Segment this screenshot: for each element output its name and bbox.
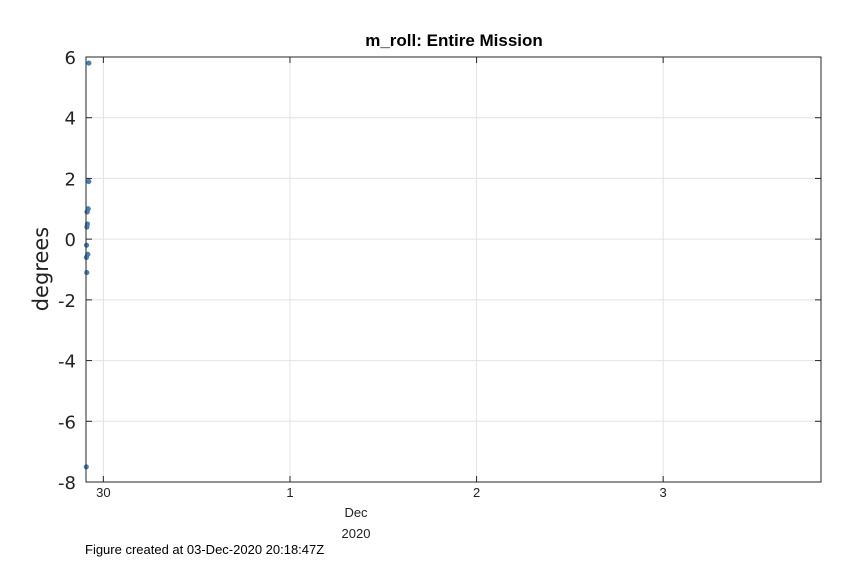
data-point bbox=[86, 60, 92, 66]
y-tick-labels: 6 4 2 0 -2 -4 -6 -8 bbox=[58, 48, 76, 494]
figure-created-note: Figure created at 03-Dec-2020 20:18:47Z bbox=[85, 542, 324, 557]
x-month-label: Dec bbox=[344, 505, 368, 520]
data-point bbox=[86, 178, 92, 185]
y-axis-label: degrees bbox=[29, 227, 53, 312]
y-tick-label: 4 bbox=[65, 109, 76, 130]
x-tick-label: 2 bbox=[473, 485, 480, 500]
plot-area bbox=[86, 57, 821, 482]
x-year-label: 2020 bbox=[342, 526, 371, 541]
y-tick-label: 0 bbox=[65, 230, 76, 251]
data-point bbox=[85, 251, 91, 257]
y-tick-label: -8 bbox=[58, 473, 76, 494]
x-tick-label: 30 bbox=[96, 485, 110, 500]
data-point bbox=[84, 269, 90, 276]
data-point bbox=[85, 206, 91, 212]
x-tick-label: 3 bbox=[660, 485, 667, 500]
grid-lines bbox=[86, 57, 821, 482]
y-tick-label: 2 bbox=[65, 169, 76, 190]
chart-title: m_roll: Entire Mission bbox=[365, 31, 543, 50]
y-tick-label: -6 bbox=[58, 412, 76, 433]
x-tick-label: 1 bbox=[286, 485, 293, 500]
y-tick-label: -2 bbox=[58, 291, 76, 312]
data-point bbox=[83, 242, 90, 248]
x-tick-labels: 30 1 2 3 bbox=[96, 485, 667, 500]
y-tick-label: -4 bbox=[58, 352, 76, 373]
plot-frame bbox=[85, 56, 822, 483]
y-tick-label: 6 bbox=[65, 48, 76, 69]
tick-marks bbox=[86, 56, 821, 483]
